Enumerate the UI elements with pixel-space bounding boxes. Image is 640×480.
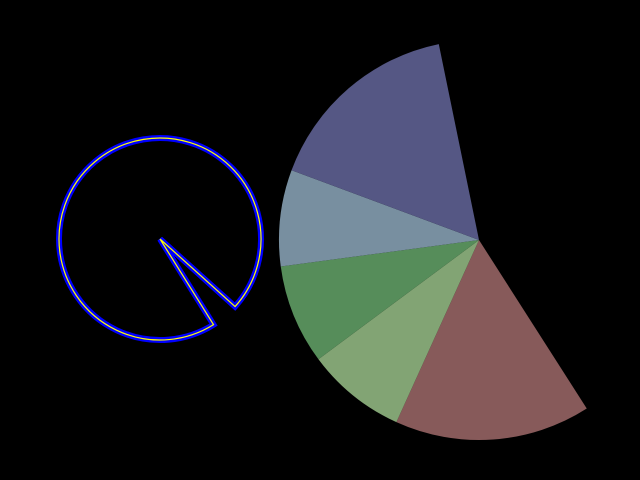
outline-wedge: [56, 135, 264, 343]
pie-slice-brown: [396, 240, 587, 440]
pie-slice-light-green: [318, 240, 479, 423]
pie-chart: [279, 44, 587, 440]
pie-slice-dark-green: [280, 240, 479, 360]
outline-yellow: [58, 137, 262, 341]
pie-slice-blue-gray: [279, 170, 479, 267]
pie-slice-purple: [291, 44, 479, 241]
